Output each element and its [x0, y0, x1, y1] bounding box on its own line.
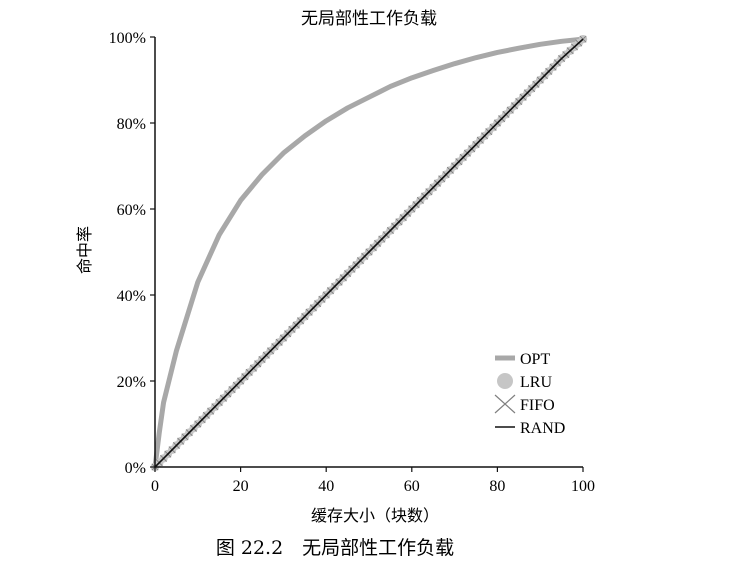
series-line-opt — [152, 36, 586, 470]
series-layer — [150, 34, 588, 472]
y-axis-label: 命中率 — [75, 226, 94, 274]
x-tick-label: 0 — [151, 478, 159, 495]
legend-label: RAND — [520, 420, 565, 437]
legend-label: FIFO — [520, 397, 555, 414]
legend-item-rand: RAND — [495, 420, 565, 437]
x-tick-label: 20 — [233, 478, 249, 495]
series-line-rand — [154, 38, 584, 468]
legend-label: OPT — [520, 351, 550, 368]
chart-title: 无局部性工作负载 — [301, 9, 437, 29]
legend-item-fifo: FIFO — [494, 394, 555, 414]
y-tick-label: 100% — [109, 30, 146, 47]
x-tick-label: 60 — [404, 478, 420, 495]
legend-swatch — [497, 373, 513, 389]
figure-caption: 图 22.2 无局部性工作负载 — [216, 537, 454, 559]
y-tick-label: 80% — [117, 116, 146, 133]
x-tick-label: 40 — [318, 478, 334, 495]
x-tick-label: 80 — [489, 478, 505, 495]
x-tick-label: 100 — [571, 478, 595, 495]
legend-item-lru: LRU — [497, 373, 552, 391]
legend: OPT LRU FIFO RAND — [494, 351, 565, 437]
y-tick-label: 60% — [117, 202, 146, 219]
legend-swatch — [494, 394, 516, 414]
x-axis-label: 缓存大小（块数） — [311, 506, 439, 525]
y-tick-label: 40% — [117, 288, 146, 305]
x-ticks: 0 20 40 60 80 100 — [151, 467, 595, 495]
y-tick-label: 20% — [117, 374, 146, 391]
y-ticks: 0% 20% 40% 60% 80% 100% — [109, 30, 155, 477]
y-tick-label: 0% — [125, 460, 146, 477]
legend-label: LRU — [520, 374, 552, 391]
legend-item-opt: OPT — [495, 351, 550, 368]
plot-area: 0 20 40 60 80 100 0% 20% 40% 60% 80% 100% — [109, 30, 595, 495]
